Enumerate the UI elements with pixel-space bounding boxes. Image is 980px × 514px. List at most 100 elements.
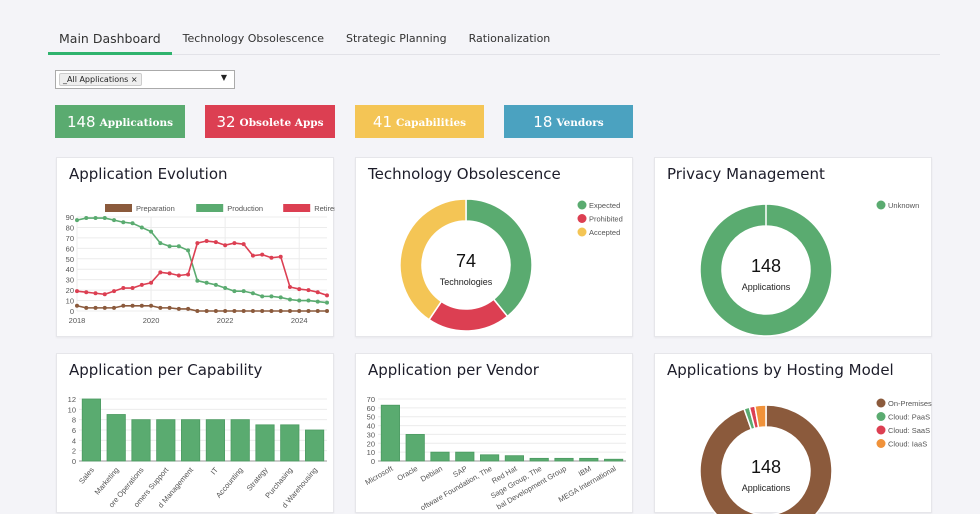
remove-chip-icon[interactable]: × [130, 75, 138, 84]
data-point [130, 286, 135, 291]
data-point [213, 282, 218, 287]
slice-accepted [399, 198, 467, 321]
data-point [278, 309, 283, 313]
card-hosting-model: Applications by Hosting Model On-Premises… [654, 353, 932, 514]
series-line-retirement [76, 240, 328, 297]
y-tick-label: 8 [72, 416, 76, 425]
y-tick-label: 6 [72, 426, 76, 435]
kpi-vendors[interactable]: 18 Vendors [504, 105, 633, 138]
application-filter-select[interactable]: _All Applications × ▼ [55, 70, 235, 89]
data-point [158, 241, 163, 246]
legend-label: Prohibited [589, 215, 623, 224]
bar [405, 434, 425, 462]
legend-label: Preparation [136, 204, 175, 213]
data-point [112, 289, 117, 294]
legend-swatch [105, 204, 132, 212]
tab-rationalization[interactable]: Rationalization [468, 32, 551, 45]
tab-technology-obsolescence[interactable]: Technology Obsolescence [182, 32, 325, 45]
data-point [195, 309, 200, 313]
kpi-value: 18 [533, 112, 553, 131]
data-point [75, 289, 79, 294]
data-point [176, 273, 181, 278]
data-point [149, 303, 154, 308]
card-privacy-management: Privacy Management Unknown 148 Applications [654, 157, 932, 337]
x-tick-label: IT [209, 465, 220, 476]
data-point [306, 298, 311, 303]
center-label: Applications [742, 282, 791, 292]
slice-prohibited [428, 298, 509, 332]
data-point [112, 305, 117, 310]
card-technology-obsolescence: Technology Obsolescence Expected Prohibite… [355, 157, 633, 337]
data-point [287, 297, 292, 302]
bar [430, 451, 450, 462]
slice-cloud-iaas [753, 404, 767, 429]
legend-label: Production [227, 204, 263, 213]
data-point [260, 309, 265, 313]
data-point [325, 293, 329, 298]
data-point [176, 306, 181, 311]
data-point [139, 303, 144, 308]
data-point [269, 309, 274, 313]
bar [554, 457, 574, 462]
tab-main-dashboard[interactable]: Main Dashboard [48, 24, 172, 55]
data-point [232, 241, 237, 246]
legend-dot [876, 439, 886, 448]
bar [181, 419, 201, 462]
slice-on-premises [699, 404, 833, 514]
legend-label: Expected [589, 201, 620, 210]
bar [504, 455, 524, 462]
y-tick-label: 10 [367, 448, 375, 457]
tab-strategic-planning[interactable]: Strategic Planning [346, 32, 447, 45]
y-tick-label: 30 [66, 276, 74, 285]
data-point [75, 303, 79, 308]
data-point [149, 229, 154, 234]
bar [230, 419, 250, 462]
legend-dot [876, 412, 886, 421]
center-label: Applications [742, 483, 791, 493]
data-point [297, 309, 302, 313]
y-tick-label: 70 [66, 234, 74, 243]
series-line-preparation [76, 304, 327, 312]
data-point [195, 278, 200, 283]
data-point [121, 220, 126, 225]
data-point [241, 289, 246, 294]
data-point [102, 305, 107, 310]
legend-dot [876, 425, 886, 435]
data-point [93, 291, 98, 296]
data-point [186, 248, 191, 253]
data-point [112, 218, 117, 223]
legend-dot [876, 200, 886, 210]
card-title: Application Evolution [69, 165, 228, 183]
data-point [278, 254, 283, 259]
data-point [223, 243, 228, 248]
y-tick-label: 0 [70, 307, 74, 316]
legend-dot [577, 214, 587, 223]
bar [579, 457, 599, 462]
data-point [315, 299, 320, 304]
bar [280, 424, 300, 462]
data-point [269, 294, 274, 299]
card-title: Technology Obsolescence [368, 165, 561, 183]
kpi-label: Applications [99, 117, 174, 129]
data-point [315, 290, 320, 295]
legend-label: Cloud: SaaS [888, 426, 930, 435]
kpi-applications[interactable]: 148 Applications [55, 105, 185, 138]
kpi-obsolete-apps[interactable]: 32 Obsolete Apps [205, 105, 335, 138]
card-title: Application per Capability [69, 361, 263, 379]
data-point [287, 284, 292, 289]
filter-chip: _All Applications × [59, 73, 142, 86]
data-point [306, 288, 311, 293]
data-point [306, 309, 311, 313]
hosting-chart: On-Premises Cloud: PaaS Cloud: SaaS Cloud: … [699, 398, 932, 514]
dropdown-arrow-icon[interactable]: ▼ [220, 73, 227, 82]
kpi-capabilities[interactable]: 41 Capabilities [355, 105, 484, 138]
y-tick-label: 60 [367, 404, 375, 413]
y-tick-label: 50 [66, 255, 74, 264]
data-point [167, 305, 172, 310]
data-point [315, 309, 320, 313]
y-tick-label: 0 [72, 457, 76, 466]
legend-dot [876, 398, 886, 408]
x-tick-label: Strategy [245, 465, 270, 492]
